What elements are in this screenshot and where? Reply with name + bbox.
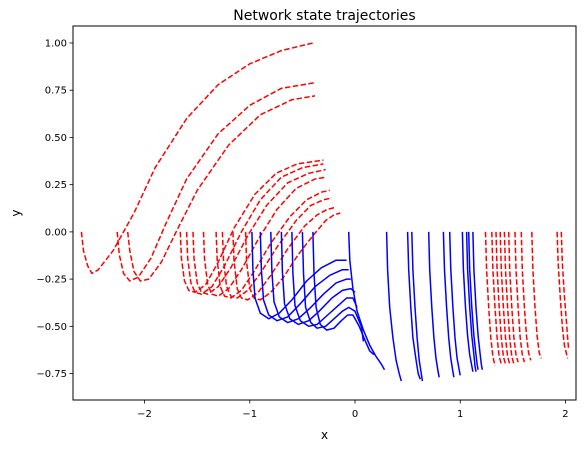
dashed-trajectory-16	[507, 231, 519, 363]
dashed-trajectory-15	[503, 231, 515, 365]
solid-trajectory-36	[461, 231, 474, 372]
solid-trajectory-24	[270, 231, 351, 324]
solid-trajectory-32	[411, 231, 424, 382]
solid-trajectory-23	[259, 231, 349, 322]
y-tick-label: 1.00	[45, 39, 67, 50]
y-tick-label: −0.50	[36, 322, 67, 333]
dashed-trajectory-9	[232, 206, 337, 301]
solid-trajectory-26	[291, 231, 358, 328]
solid-trajectory-39	[472, 231, 484, 370]
solid-trajectory-33	[427, 231, 440, 378]
x-axis-label: x	[321, 428, 328, 442]
chart-title: Network state trajectories	[233, 8, 415, 24]
solid-trajectory-27	[301, 231, 365, 342]
solid-trajectory-29	[347, 231, 386, 371]
y-tick-label: 0.50	[45, 133, 67, 144]
solid-trajectory-35	[448, 231, 461, 376]
y-axis-label: y	[9, 209, 23, 216]
dashed-trajectory-12	[491, 231, 503, 365]
solid-trajectory-28	[312, 231, 375, 356]
dashed-trajectory-0	[80, 42, 314, 275]
solid-trajectory-22	[251, 231, 347, 320]
dashed-trajectory-6	[202, 176, 327, 297]
y-ticks: −0.75 −0.50 −0.25 0.00 0.25 0.50 0.75 1.00	[36, 39, 73, 380]
x-ticks: −2 −1 0 1 2	[137, 400, 569, 420]
dashed-trajectory-18	[520, 231, 532, 361]
dashed-trajectory-5	[192, 168, 326, 295]
y-tick-label: −0.75	[36, 369, 67, 380]
x-tick-label: 0	[352, 409, 358, 420]
dashed-trajectory-7	[215, 189, 330, 299]
dashed-trajectory-20	[556, 231, 569, 359]
y-tick-label: 0.75	[45, 86, 67, 97]
solid-trajectory-25	[280, 231, 356, 326]
series-layer	[80, 42, 570, 382]
solid-trajectory-38	[467, 231, 479, 370]
solid-trajectory-30	[385, 231, 403, 382]
x-tick-label: −2	[137, 409, 152, 420]
dashed-trajectory-19	[531, 231, 543, 359]
axes-frame	[72, 25, 577, 401]
solid-trajectory-34	[442, 231, 455, 378]
solid-trajectory-37	[465, 231, 477, 372]
y-tick-label: 0.25	[45, 180, 67, 191]
dashed-trajectory-3	[179, 159, 324, 294]
dashed-trajectory-10	[244, 212, 341, 301]
x-tick-label: 2	[562, 409, 568, 420]
dashed-trajectory-14	[499, 231, 511, 365]
dashed-trajectory-2	[126, 95, 316, 282]
dashed-trajectory-11	[484, 231, 496, 367]
y-tick-label: 0.00	[45, 227, 67, 238]
dashed-trajectory-4	[185, 163, 324, 295]
dashed-trajectory-13	[495, 231, 507, 365]
x-tick-label: 1	[457, 409, 463, 420]
dashed-trajectory-21	[560, 231, 570, 350]
x-tick-label: −1	[242, 409, 257, 420]
y-tick-label: −0.25	[36, 275, 67, 286]
solid-trajectory-31	[406, 231, 422, 380]
dashed-trajectory-17	[514, 231, 526, 363]
